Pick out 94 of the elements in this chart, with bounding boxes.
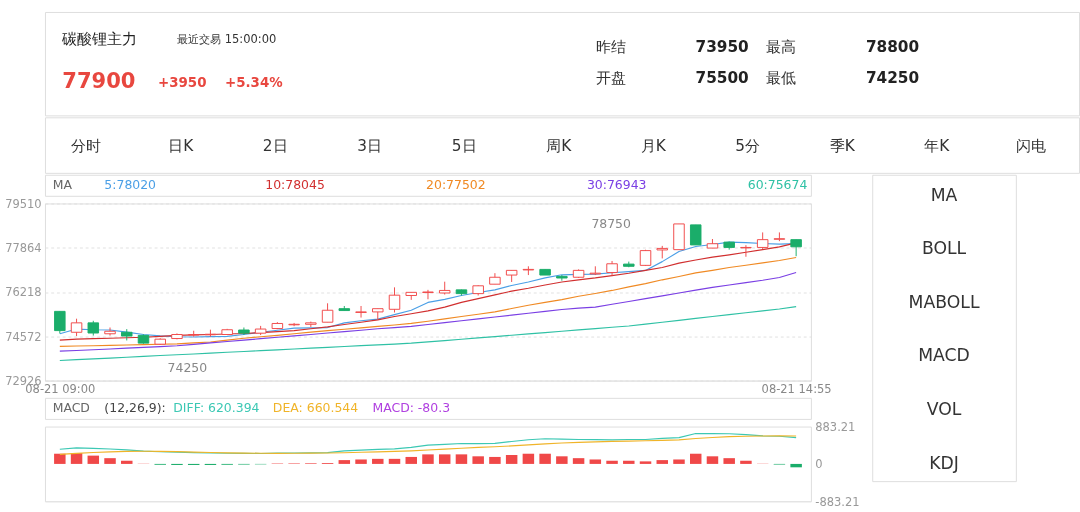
- bar: [372, 458, 384, 464]
- text: 5日: [451, 136, 477, 155]
- y-tick-label: 74572: [5, 329, 42, 344]
- text: 周K: [546, 136, 573, 155]
- bar: [723, 458, 735, 464]
- annotation: 74250: [167, 360, 208, 375]
- bar: [121, 460, 133, 464]
- text: 74250: [865, 68, 920, 87]
- text: 日K: [168, 136, 195, 155]
- chart-subtitle: (12,26,9):: [104, 400, 166, 416]
- text: +3950: [157, 74, 207, 90]
- text: 最低: [765, 68, 796, 87]
- bar: [556, 456, 568, 464]
- text: 开盘: [595, 68, 626, 87]
- bar: [505, 454, 518, 464]
- text: 5:78020: [104, 177, 157, 193]
- text: 77900: [62, 67, 136, 93]
- bar: [589, 459, 602, 464]
- text: DEA: 660.544: [272, 400, 359, 416]
- legend-title: MA: [52, 177, 73, 193]
- text: 75500: [695, 68, 749, 87]
- x-tick-label: 08-21 14:55: [761, 381, 832, 396]
- bar: [606, 460, 618, 464]
- text: 最近交易 15:00:00: [177, 31, 277, 46]
- text: 3日: [357, 136, 383, 155]
- text: 昨结: [595, 38, 626, 57]
- text: 分时: [71, 136, 102, 155]
- y-tick-label: 883.21: [815, 419, 856, 434]
- bar: [422, 454, 434, 464]
- text: 2日: [262, 136, 288, 155]
- bar: [104, 458, 116, 464]
- bar: [355, 459, 367, 464]
- text: 年K: [924, 136, 951, 155]
- y-tick-label: -883.21: [815, 494, 860, 509]
- bar: [623, 460, 635, 464]
- text: MABOLL: [908, 291, 980, 312]
- bar: [522, 453, 535, 464]
- y-tick-label: 76218: [5, 285, 42, 300]
- candlestick: [54, 310, 66, 334]
- bar: [639, 461, 652, 464]
- candlestick: [740, 244, 752, 258]
- candlestick: [355, 305, 367, 319]
- text: 20:77502: [426, 177, 486, 193]
- bar: [472, 456, 484, 464]
- bar: [489, 456, 501, 464]
- candlestick: [321, 302, 334, 323]
- bar: [689, 453, 702, 464]
- bar: [87, 455, 100, 464]
- bar: [572, 458, 585, 464]
- text: VOL: [926, 399, 962, 420]
- annotation: 78750: [591, 216, 632, 232]
- bar: [455, 454, 468, 464]
- text: 78800: [865, 38, 920, 57]
- text: 碳酸锂主力: [61, 29, 138, 48]
- text: 30:76943: [586, 177, 647, 193]
- text: 73950: [695, 38, 749, 57]
- text: 月K: [640, 136, 667, 155]
- line-series: [59, 306, 797, 362]
- candlestick: [790, 239, 802, 257]
- y-tick-label: 0: [815, 457, 823, 472]
- bar: [388, 458, 401, 464]
- bar: [405, 456, 417, 464]
- text: MACD: [918, 345, 970, 366]
- candlestick: [422, 289, 434, 300]
- bar: [673, 459, 685, 464]
- text: DIFF: 620.394: [173, 400, 260, 416]
- line-series: [59, 271, 797, 352]
- candlestick: [556, 274, 568, 282]
- bar: [656, 460, 668, 464]
- bar: [706, 456, 719, 464]
- text: 最高: [765, 38, 796, 57]
- candlestick: [388, 286, 401, 313]
- text: MACD: -80.3: [372, 400, 451, 416]
- bar: [790, 463, 802, 468]
- bar: [539, 453, 551, 464]
- y-tick-label: 77864: [5, 241, 42, 256]
- bar: [438, 454, 451, 464]
- bar: [338, 460, 351, 464]
- chart-title: MACD: [52, 400, 90, 416]
- text: MA: [930, 184, 958, 205]
- bar: [54, 453, 66, 464]
- text: 5分: [735, 136, 761, 155]
- text: 10:78045: [265, 177, 325, 193]
- line-series: [59, 256, 797, 347]
- text: +5.34%: [225, 74, 283, 90]
- text: 闪电: [1016, 136, 1047, 155]
- candlestick: [689, 224, 702, 246]
- text: 季K: [829, 136, 856, 155]
- text: 60:75674: [747, 177, 808, 193]
- candlestick: [104, 327, 116, 337]
- y-tick-label: 79510: [5, 196, 42, 211]
- text: BOLL: [921, 238, 967, 259]
- text: KDJ: [929, 452, 959, 473]
- bar: [740, 460, 752, 464]
